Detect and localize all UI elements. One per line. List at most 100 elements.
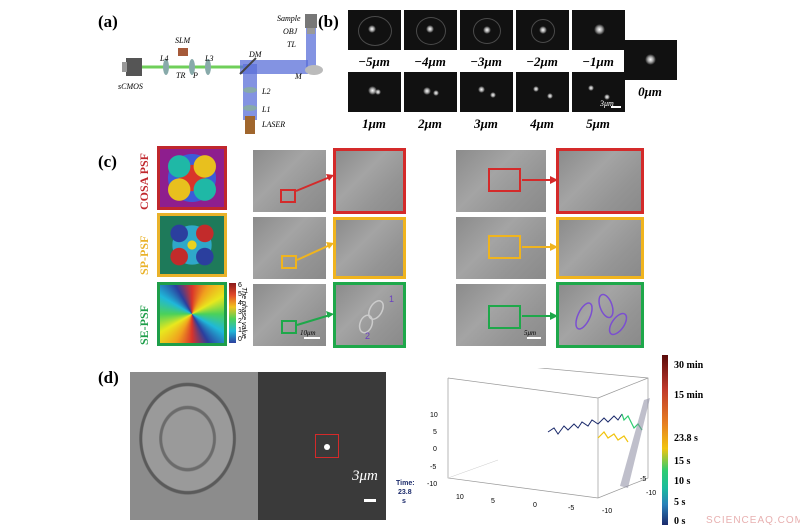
colorbar-label-10s: 10 s <box>674 476 691 487</box>
psf-image-plus1 <box>348 72 401 112</box>
roi-box-cosa-left <box>280 189 296 203</box>
colorbar-tick-5: 5 <box>238 291 242 298</box>
z-label-plus4: 4μm <box>530 116 554 131</box>
phase-colorbar <box>229 283 236 343</box>
colorbar-label-15min: 15 min <box>674 390 704 401</box>
x-tick-10: 10 <box>456 494 464 501</box>
label-slm: SLM <box>175 36 191 45</box>
label-l2: L2 <box>262 87 271 96</box>
z-tick-m10: -10 <box>646 490 657 497</box>
phase-mask-sp <box>157 213 227 277</box>
colorbar-tick-4: 4 <box>238 300 242 307</box>
psf-image-plus3 <box>460 72 513 112</box>
zoom-image-sp-right <box>556 217 644 279</box>
label-scmos: sCMOS <box>118 82 143 91</box>
panel-b-label: (b) <box>318 12 339 31</box>
roi-box-cosa-right <box>488 168 521 192</box>
colorbar-tick-0: 0 <box>238 336 242 343</box>
colorbar-tick-3: 3 <box>238 309 242 316</box>
time-label: Time: <box>396 480 415 487</box>
z-label-minus5: −5μm <box>358 54 390 69</box>
z-label-plus5: 5μm <box>586 116 610 131</box>
z-label-plus1: 1μm <box>362 116 386 131</box>
optical-setup-diagram <box>122 14 323 134</box>
label-dm: DM <box>249 50 262 59</box>
trajectory-3d-plot <box>447 368 650 499</box>
panel-b-scalebar-label: 3μm <box>600 99 614 108</box>
label-l3: L3 <box>205 54 214 63</box>
panel-c-label: (c) <box>98 152 117 171</box>
x-tick-m5: -5 <box>568 505 575 512</box>
colorbar-tick-1: 1 <box>238 327 242 334</box>
time-colorbar <box>662 355 668 525</box>
fluorescence-image <box>258 372 386 520</box>
brightfield-image <box>130 372 258 520</box>
psf-image-zero <box>624 40 677 80</box>
x-tick-5: 5 <box>491 498 495 505</box>
y-tick-5: 5 <box>433 429 437 436</box>
row-label-se: SE-PSF <box>137 304 151 345</box>
psf-image-minus4 <box>404 10 457 50</box>
z-label-minus2: −2μm <box>526 54 558 69</box>
psf-image-plus4 <box>516 72 569 112</box>
psf-image-minus5 <box>348 10 401 50</box>
z-label-minus1: −1μm <box>582 54 614 69</box>
roi-box-se-left <box>281 320 297 334</box>
z-label-plus3: 3μm <box>474 116 498 131</box>
colorbar-tick-2: 2 <box>238 318 242 325</box>
roi-box-sp-right <box>488 235 521 259</box>
panel-a-label: (a) <box>98 12 118 31</box>
z-label-plus2: 2μm <box>418 116 442 131</box>
scalebar-left-label: 10μm <box>300 329 316 337</box>
psf-image-minus2 <box>516 10 569 50</box>
psf-image-minus3 <box>460 10 513 50</box>
y-tick-0: 0 <box>433 446 437 453</box>
colorbar-label-23-8s: 23.8 s <box>674 433 698 444</box>
zoom-image-se-left <box>333 282 406 348</box>
label-p: P <box>193 71 198 80</box>
label-l1: L1 <box>262 105 271 114</box>
se-zoom-markers-right <box>575 293 628 336</box>
label-l4: L4 <box>160 54 169 63</box>
time-value: 23.8 <box>398 489 412 496</box>
row-label-sp: SP-PSF <box>137 235 151 275</box>
colorbar-label-15s: 15 s <box>674 456 691 467</box>
x-tick-0: 0 <box>533 502 537 509</box>
psf-image-plus5 <box>572 72 625 112</box>
y-tick-m5: -5 <box>430 464 437 471</box>
scalebar-right <box>527 337 541 339</box>
zoom-image-se-right <box>556 282 644 348</box>
sample-image-se-left <box>253 284 326 346</box>
se-zoom-markers-left <box>358 300 384 334</box>
colorbar-tick-6: 6 <box>238 282 242 289</box>
z-tick-m5: -5 <box>640 476 647 483</box>
label-sample: Sample <box>277 14 301 23</box>
time-unit: s <box>402 498 406 505</box>
label-laser: LASER <box>262 120 286 129</box>
z-label-zero: 0μm <box>638 84 662 99</box>
marker-label-1-left: 1 <box>389 294 395 304</box>
panel-d-scalebar-label: 3μm <box>352 468 378 484</box>
psf-image-minus1 <box>572 10 625 50</box>
label-tl: TL <box>287 40 296 49</box>
row-label-cosa: COSA PSF <box>137 152 151 210</box>
zoom-image-sp-left <box>333 217 406 279</box>
label-m: M <box>295 72 302 81</box>
z-label-minus4: −4μm <box>414 54 446 69</box>
y-tick-10: 10 <box>430 412 438 419</box>
zoom-arrows-left <box>295 174 334 326</box>
phase-mask-cosa <box>157 146 227 210</box>
roi-box-sp-left <box>281 255 297 269</box>
colorbar-label-0s: 0 s <box>674 516 686 527</box>
marker-label-2-left: 2 <box>365 331 371 341</box>
watermark: SCIENCEAQ.COM <box>706 515 800 526</box>
colorbar-label-5s: 5 s <box>674 497 686 508</box>
y-tick-m10: -10 <box>427 481 438 488</box>
zoom-image-cosa-left <box>333 148 406 214</box>
roi-box-se-right <box>488 305 521 329</box>
zoom-image-cosa-right <box>556 148 644 214</box>
colorbar-title: The phase value <box>240 287 247 339</box>
zoom-arrows-right <box>522 176 558 320</box>
label-tr: TR <box>176 71 186 80</box>
scalebar-left <box>304 337 320 339</box>
